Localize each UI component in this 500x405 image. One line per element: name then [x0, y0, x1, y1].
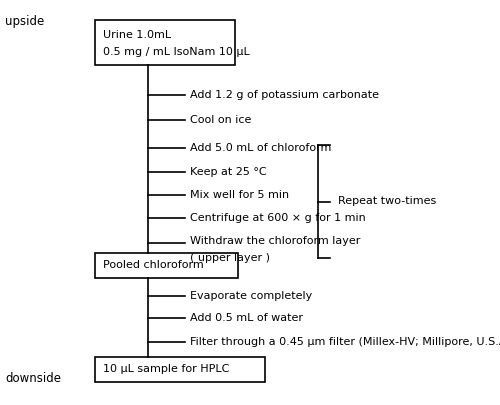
Text: Withdraw the chloroform layer: Withdraw the chloroform layer [190, 236, 360, 246]
Text: ( upper layer ): ( upper layer ) [190, 253, 270, 263]
Text: Centrifuge at 600 × g for 1 min: Centrifuge at 600 × g for 1 min [190, 213, 366, 223]
Bar [95, 253, 238, 278]
Text: Repeat two-times: Repeat two-times [338, 196, 436, 207]
Text: 0.5 mg / mL IsoNam 10 μL: 0.5 mg / mL IsoNam 10 μL [103, 47, 250, 57]
Text: Mix well for 5 min: Mix well for 5 min [190, 190, 289, 200]
Text: 10 μL sample for HPLC: 10 μL sample for HPLC [103, 364, 230, 375]
Text: Keep at 25 °C: Keep at 25 °C [190, 167, 266, 177]
Text: Add 5.0 mL of chloroform: Add 5.0 mL of chloroform [190, 143, 332, 153]
Text: Add 1.2 g of potassium carbonate: Add 1.2 g of potassium carbonate [190, 90, 379, 100]
Bar [95, 20, 235, 65]
Text: Evaporate completely: Evaporate completely [190, 291, 312, 301]
Bar [95, 357, 265, 382]
Text: Add 0.5 mL of water: Add 0.5 mL of water [190, 313, 303, 323]
Text: Filter through a 0.45 μm filter (Millex-HV; Millipore, U.S.A): Filter through a 0.45 μm filter (Millex-… [190, 337, 500, 347]
Text: upside: upside [5, 15, 44, 28]
Text: Cool on ice: Cool on ice [190, 115, 252, 125]
Text: Urine 1.0mL: Urine 1.0mL [103, 30, 171, 40]
Text: Pooled chloroform: Pooled chloroform [103, 260, 204, 271]
Text: downside: downside [5, 372, 61, 385]
